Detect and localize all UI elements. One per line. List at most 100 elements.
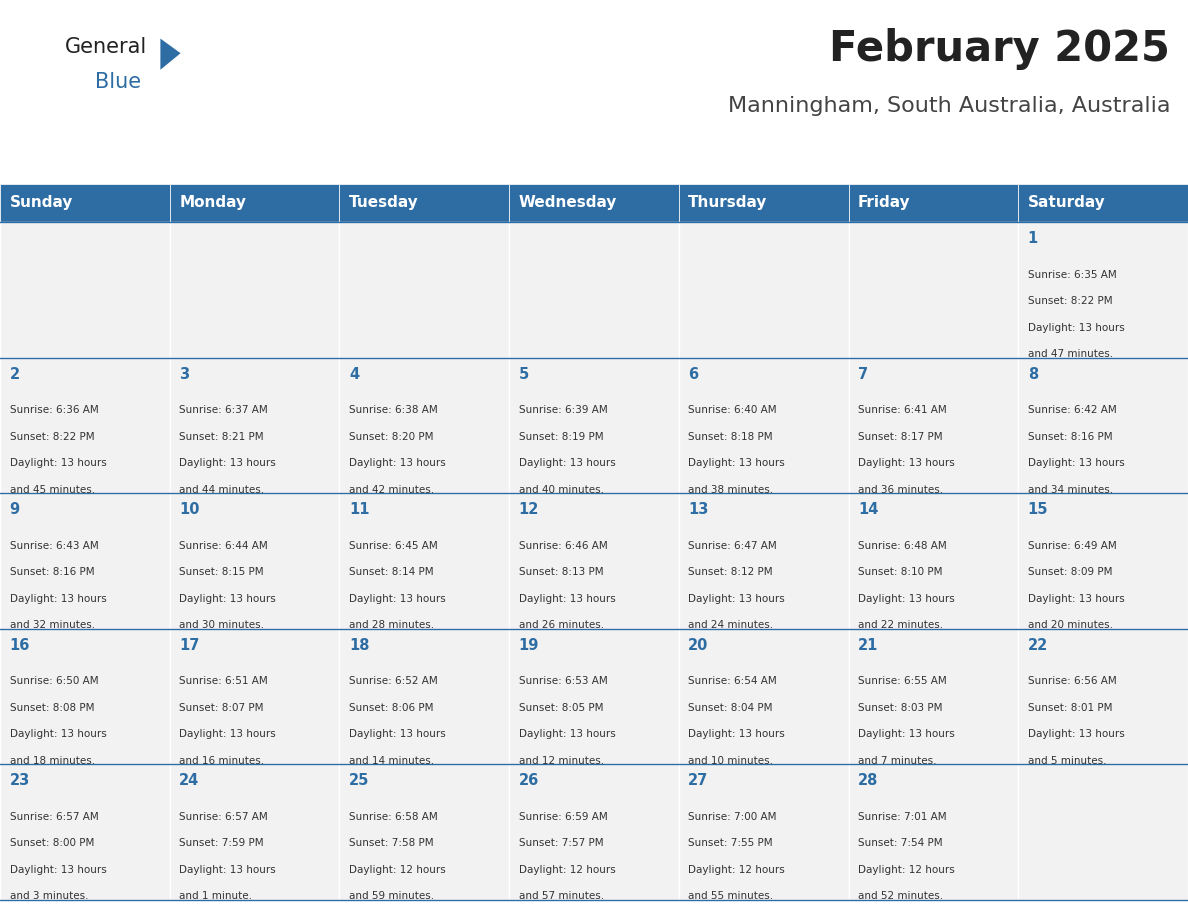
Text: 14: 14: [858, 502, 878, 518]
Text: Sunset: 8:15 PM: Sunset: 8:15 PM: [179, 567, 264, 577]
FancyBboxPatch shape: [0, 184, 170, 222]
Text: 18: 18: [349, 638, 369, 653]
Text: Daylight: 13 hours: Daylight: 13 hours: [10, 865, 106, 875]
Text: Daylight: 13 hours: Daylight: 13 hours: [10, 458, 106, 468]
Text: and 34 minutes.: and 34 minutes.: [1028, 485, 1113, 495]
Text: Sunrise: 6:57 AM: Sunrise: 6:57 AM: [179, 812, 268, 822]
FancyBboxPatch shape: [340, 493, 510, 629]
Text: Sunrise: 6:38 AM: Sunrise: 6:38 AM: [349, 406, 437, 415]
Text: 20: 20: [688, 638, 709, 653]
Text: 27: 27: [688, 773, 708, 789]
Text: Sunrise: 7:01 AM: Sunrise: 7:01 AM: [858, 812, 947, 822]
FancyBboxPatch shape: [848, 222, 1018, 358]
Text: and 42 minutes.: and 42 minutes.: [349, 485, 434, 495]
Text: Sunset: 8:18 PM: Sunset: 8:18 PM: [688, 431, 773, 442]
Polygon shape: [160, 39, 181, 70]
Text: 2: 2: [10, 367, 20, 382]
Text: Daylight: 13 hours: Daylight: 13 hours: [179, 458, 276, 468]
Text: Sunday: Sunday: [10, 196, 72, 210]
Text: Sunset: 8:10 PM: Sunset: 8:10 PM: [858, 567, 942, 577]
Text: General: General: [65, 37, 147, 57]
Text: Daylight: 13 hours: Daylight: 13 hours: [349, 729, 446, 739]
Text: Daylight: 13 hours: Daylight: 13 hours: [519, 458, 615, 468]
Text: Daylight: 13 hours: Daylight: 13 hours: [1028, 729, 1125, 739]
Text: and 55 minutes.: and 55 minutes.: [688, 891, 773, 901]
Text: Sunset: 8:03 PM: Sunset: 8:03 PM: [858, 703, 942, 712]
Text: 23: 23: [10, 773, 30, 789]
Text: Sunset: 8:19 PM: Sunset: 8:19 PM: [519, 431, 604, 442]
Text: Sunrise: 6:51 AM: Sunrise: 6:51 AM: [179, 677, 268, 687]
Text: Sunrise: 6:41 AM: Sunrise: 6:41 AM: [858, 406, 947, 415]
Text: Daylight: 12 hours: Daylight: 12 hours: [519, 865, 615, 875]
Text: and 38 minutes.: and 38 minutes.: [688, 485, 773, 495]
FancyBboxPatch shape: [0, 493, 170, 629]
Text: Sunrise: 6:36 AM: Sunrise: 6:36 AM: [10, 406, 99, 415]
Text: Sunrise: 6:52 AM: Sunrise: 6:52 AM: [349, 677, 437, 687]
FancyBboxPatch shape: [1018, 184, 1188, 222]
Text: Daylight: 13 hours: Daylight: 13 hours: [349, 458, 446, 468]
FancyBboxPatch shape: [170, 493, 340, 629]
Text: Sunrise: 6:54 AM: Sunrise: 6:54 AM: [688, 677, 777, 687]
Text: and 3 minutes.: and 3 minutes.: [10, 891, 88, 901]
Text: Sunrise: 6:55 AM: Sunrise: 6:55 AM: [858, 677, 947, 687]
Text: 22: 22: [1028, 638, 1048, 653]
FancyBboxPatch shape: [510, 764, 678, 900]
Text: Sunset: 7:54 PM: Sunset: 7:54 PM: [858, 838, 943, 848]
Text: Sunset: 8:06 PM: Sunset: 8:06 PM: [349, 703, 434, 712]
Text: Sunset: 8:04 PM: Sunset: 8:04 PM: [688, 703, 773, 712]
Text: Sunset: 8:08 PM: Sunset: 8:08 PM: [10, 703, 94, 712]
Text: Daylight: 13 hours: Daylight: 13 hours: [688, 458, 785, 468]
FancyBboxPatch shape: [678, 222, 848, 358]
FancyBboxPatch shape: [340, 764, 510, 900]
FancyBboxPatch shape: [510, 493, 678, 629]
Text: Tuesday: Tuesday: [349, 196, 418, 210]
Text: Sunset: 8:22 PM: Sunset: 8:22 PM: [10, 431, 94, 442]
Text: Sunrise: 6:53 AM: Sunrise: 6:53 AM: [519, 677, 607, 687]
Text: and 30 minutes.: and 30 minutes.: [179, 621, 264, 630]
Text: Daylight: 13 hours: Daylight: 13 hours: [179, 729, 276, 739]
Text: 6: 6: [688, 367, 699, 382]
FancyBboxPatch shape: [510, 358, 678, 493]
FancyBboxPatch shape: [510, 222, 678, 358]
Text: Sunrise: 7:00 AM: Sunrise: 7:00 AM: [688, 812, 777, 822]
FancyBboxPatch shape: [848, 493, 1018, 629]
Text: Daylight: 12 hours: Daylight: 12 hours: [858, 865, 955, 875]
Text: and 22 minutes.: and 22 minutes.: [858, 621, 943, 630]
Text: and 36 minutes.: and 36 minutes.: [858, 485, 943, 495]
Text: and 57 minutes.: and 57 minutes.: [519, 891, 604, 901]
Text: Sunrise: 6:43 AM: Sunrise: 6:43 AM: [10, 541, 99, 551]
Text: Daylight: 13 hours: Daylight: 13 hours: [179, 865, 276, 875]
FancyBboxPatch shape: [848, 358, 1018, 493]
Text: 25: 25: [349, 773, 369, 789]
Text: and 44 minutes.: and 44 minutes.: [179, 485, 265, 495]
Text: Sunrise: 6:50 AM: Sunrise: 6:50 AM: [10, 677, 99, 687]
Text: Daylight: 13 hours: Daylight: 13 hours: [179, 594, 276, 604]
Text: Sunset: 8:14 PM: Sunset: 8:14 PM: [349, 567, 434, 577]
Text: Daylight: 13 hours: Daylight: 13 hours: [688, 729, 785, 739]
Text: and 12 minutes.: and 12 minutes.: [519, 756, 604, 766]
Text: 5: 5: [519, 367, 529, 382]
Text: Sunset: 8:09 PM: Sunset: 8:09 PM: [1028, 567, 1112, 577]
FancyBboxPatch shape: [340, 629, 510, 764]
Text: Sunrise: 6:48 AM: Sunrise: 6:48 AM: [858, 541, 947, 551]
Text: Manningham, South Australia, Australia: Manningham, South Australia, Australia: [728, 96, 1170, 117]
Text: Sunrise: 6:35 AM: Sunrise: 6:35 AM: [1028, 270, 1117, 280]
FancyBboxPatch shape: [848, 184, 1018, 222]
Text: Sunrise: 6:59 AM: Sunrise: 6:59 AM: [519, 812, 607, 822]
Text: 21: 21: [858, 638, 878, 653]
Text: Sunset: 7:55 PM: Sunset: 7:55 PM: [688, 838, 773, 848]
FancyBboxPatch shape: [510, 629, 678, 764]
Text: and 16 minutes.: and 16 minutes.: [179, 756, 265, 766]
Text: and 14 minutes.: and 14 minutes.: [349, 756, 434, 766]
Text: 19: 19: [519, 638, 539, 653]
Text: and 26 minutes.: and 26 minutes.: [519, 621, 604, 630]
FancyBboxPatch shape: [340, 222, 510, 358]
Text: and 20 minutes.: and 20 minutes.: [1028, 621, 1113, 630]
Text: Daylight: 13 hours: Daylight: 13 hours: [10, 594, 106, 604]
Text: Sunset: 8:13 PM: Sunset: 8:13 PM: [519, 567, 604, 577]
Text: Sunrise: 6:39 AM: Sunrise: 6:39 AM: [519, 406, 607, 415]
FancyBboxPatch shape: [340, 184, 510, 222]
Text: Monday: Monday: [179, 196, 246, 210]
Text: and 1 minute.: and 1 minute.: [179, 891, 252, 901]
FancyBboxPatch shape: [848, 629, 1018, 764]
